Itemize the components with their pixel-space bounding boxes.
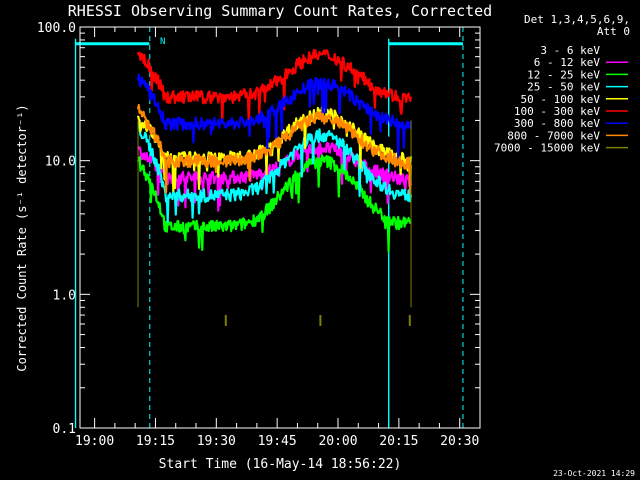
- x-axis-label: Start Time (16-May-14 18:56:22): [159, 457, 402, 472]
- legend-header-line-2: Att 0: [597, 25, 630, 38]
- legend-label-3-6-kev: 3 - 6 keV: [540, 44, 600, 57]
- footer-date: 23-Oct-2021 14:29: [553, 469, 635, 478]
- series-6-12-kev: [137, 141, 413, 212]
- legend-label-7000-15000-kev: 7000 - 15000 keV: [494, 142, 600, 155]
- x-tick-label: 19:15: [136, 434, 175, 449]
- y-axis-label: Corrected Count Rate (s⁻¹ detector⁻¹): [15, 104, 29, 371]
- x-tick-label: 19:30: [197, 434, 236, 449]
- x-tick-label: 19:00: [75, 434, 114, 449]
- x-tick-label: 19:45: [258, 434, 297, 449]
- x-tick-label: 20:30: [440, 434, 479, 449]
- legend-header-line-1: Det 1,3,4,5,6,9,: [524, 13, 630, 26]
- series-50-100-kev: [136, 105, 413, 192]
- x-tick-label: 20:15: [379, 434, 418, 449]
- series-100-300-kev: [136, 48, 413, 124]
- series-300-800-kev: [136, 73, 413, 159]
- legend-label-800-7000-kev: 800 - 7000 keV: [507, 129, 600, 142]
- chart-title: RHESSI Observing Summary Count Rates, Co…: [68, 2, 492, 20]
- series-800-7000-kev: [136, 103, 413, 195]
- legend-label-6-12-kev: 6 - 12 keV: [534, 56, 601, 69]
- y-tick-label: 0.1: [53, 422, 76, 437]
- legend-label-100-300-kev: 100 - 300 keV: [514, 105, 600, 118]
- y-tick-label: 1.0: [53, 288, 76, 303]
- flag-label: N: [160, 37, 165, 47]
- x-tick-label: 20:00: [318, 434, 357, 449]
- y-tick-label: 100.0: [37, 21, 76, 36]
- legend-label-300-800-kev: 300 - 800 keV: [514, 117, 600, 130]
- legend-label-50-100-kev: 50 - 100 keV: [521, 93, 601, 106]
- series-12-25-kev: [137, 154, 412, 253]
- plot-frame: [79, 26, 481, 429]
- legend-label-12-25-kev: 12 - 25 keV: [527, 68, 600, 81]
- y-tick-label: 10.0: [45, 155, 76, 170]
- series-25-50-kev: [137, 121, 413, 223]
- legend-label-25-50-kev: 25 - 50 keV: [527, 81, 600, 94]
